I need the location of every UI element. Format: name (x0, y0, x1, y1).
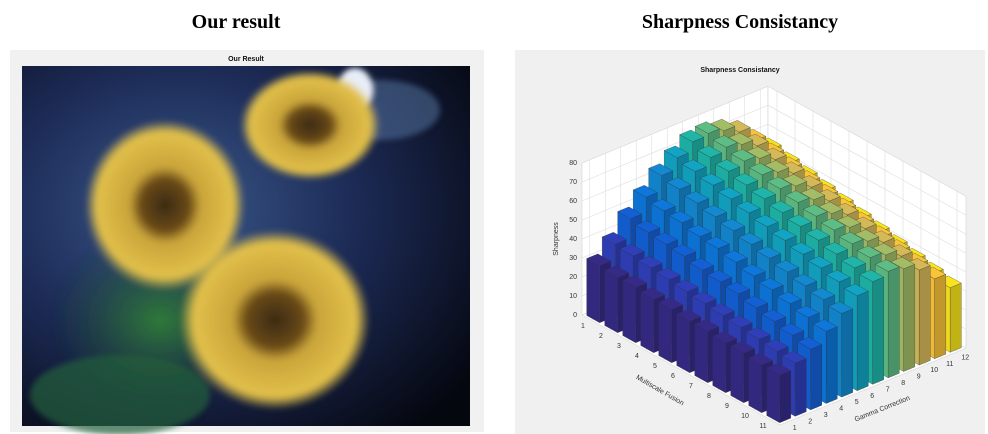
z-tick-label: 60 (569, 198, 577, 205)
x-tick-label: 11 (759, 423, 766, 430)
y-tick-label: 4 (839, 406, 843, 413)
panel-title: Our result (192, 11, 281, 33)
y-tick-label: 2 (808, 418, 812, 425)
bar-face (795, 358, 806, 416)
z-tick-label: 30 (569, 255, 577, 262)
bar-face (767, 368, 780, 423)
bar-face (826, 327, 837, 404)
bar-face (888, 267, 899, 378)
bar-face (873, 277, 884, 384)
y-tick-label: 9 (917, 374, 921, 381)
bar-face (731, 346, 744, 403)
bar-face (713, 336, 726, 393)
z-tick-label: 40 (569, 236, 577, 243)
z-tick-label: 70 (569, 179, 577, 186)
x-tick-label: 4 (635, 353, 639, 360)
z-tick-label: 50 (569, 217, 577, 224)
z-tick-label: 80 (569, 160, 577, 167)
bar-face (659, 302, 672, 362)
bar-face (950, 283, 961, 352)
bar (767, 363, 791, 422)
y-tick-label: 12 (961, 354, 969, 361)
bar-face (677, 314, 690, 373)
bar-face (904, 264, 915, 371)
y-tick-label: 7 (886, 386, 890, 393)
x-tick-label: 7 (689, 383, 693, 390)
bar-face (605, 270, 618, 332)
bar-face (780, 371, 791, 423)
bar-face (587, 259, 600, 323)
bar-face (811, 344, 822, 409)
x-tick-label: 6 (671, 373, 675, 380)
x-tick-label: 1 (581, 323, 585, 330)
bar-face (641, 292, 654, 352)
bar-face (919, 265, 930, 365)
image-title: Our Result (228, 56, 264, 63)
y-tick-label: 10 (930, 367, 938, 374)
x-tick-label: 2 (599, 333, 603, 340)
bar-face (842, 309, 853, 397)
bar-face (749, 358, 762, 413)
x-tick-label: 5 (653, 363, 657, 370)
bar-face (623, 280, 636, 342)
y-tick-label: 8 (901, 380, 905, 387)
bar-face (857, 291, 868, 391)
bar-face (935, 274, 946, 358)
panel-title: Sharpness Consistancy (642, 11, 838, 33)
x-tick-label: 8 (707, 393, 711, 400)
y-tick-label: 1 (793, 425, 797, 432)
y-tick-label: 5 (855, 399, 859, 406)
x-tick-label: 3 (617, 343, 621, 350)
bar-face (695, 324, 708, 383)
y-tick-label: 3 (824, 412, 828, 419)
figure: Our result Sharpness Consistancy Our Res… (0, 0, 988, 434)
photo (22, 66, 470, 434)
chart-title: Sharpness Consistancy (700, 67, 779, 74)
y-tick-label: 6 (870, 393, 874, 400)
x-tick-label: 9 (725, 403, 729, 410)
z-tick-label: 0 (573, 312, 577, 319)
z-tick-label: 20 (569, 274, 577, 281)
z-tick-label: 10 (569, 293, 577, 300)
x-tick-label: 10 (741, 413, 749, 420)
z-axis-label: Sharpness (553, 222, 560, 256)
y-tick-label: 11 (946, 361, 953, 368)
